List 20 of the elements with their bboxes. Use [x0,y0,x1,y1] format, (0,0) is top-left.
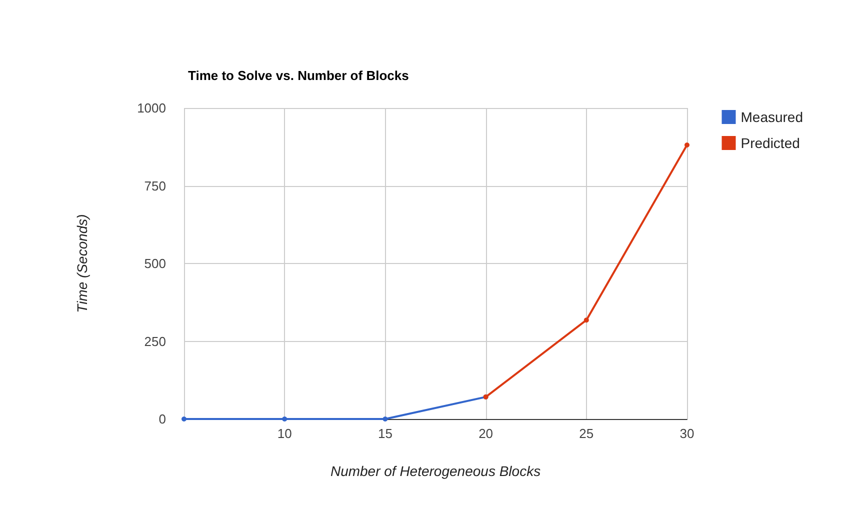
chart-title: Time to Solve vs. Number of Blocks [188,68,409,83]
y-tick-label: 500 [144,256,166,271]
point [382,416,388,422]
y-tick-label: 1000 [137,100,166,116]
legend-label: Measured [740,109,804,125]
point [684,142,690,148]
x-tick-label: 25 [579,426,594,441]
x-tick-label: 15 [378,426,392,441]
y-tick-label: 250 [144,334,166,349]
point [584,318,589,323]
x-tick-label: 10 [277,426,292,441]
x-axis-title: Number of Heterogeneous Blocks [330,463,541,479]
y-axis-title: Time (Seconds) [74,214,90,313]
point [282,416,288,422]
x-tick-label: 30 [680,426,694,441]
legend-label: Predicted [740,135,800,151]
x-tick-label: 20 [478,426,494,441]
y-tick-label: 750 [144,178,166,194]
y-tick-label: 0 [158,412,166,426]
point [182,416,186,422]
